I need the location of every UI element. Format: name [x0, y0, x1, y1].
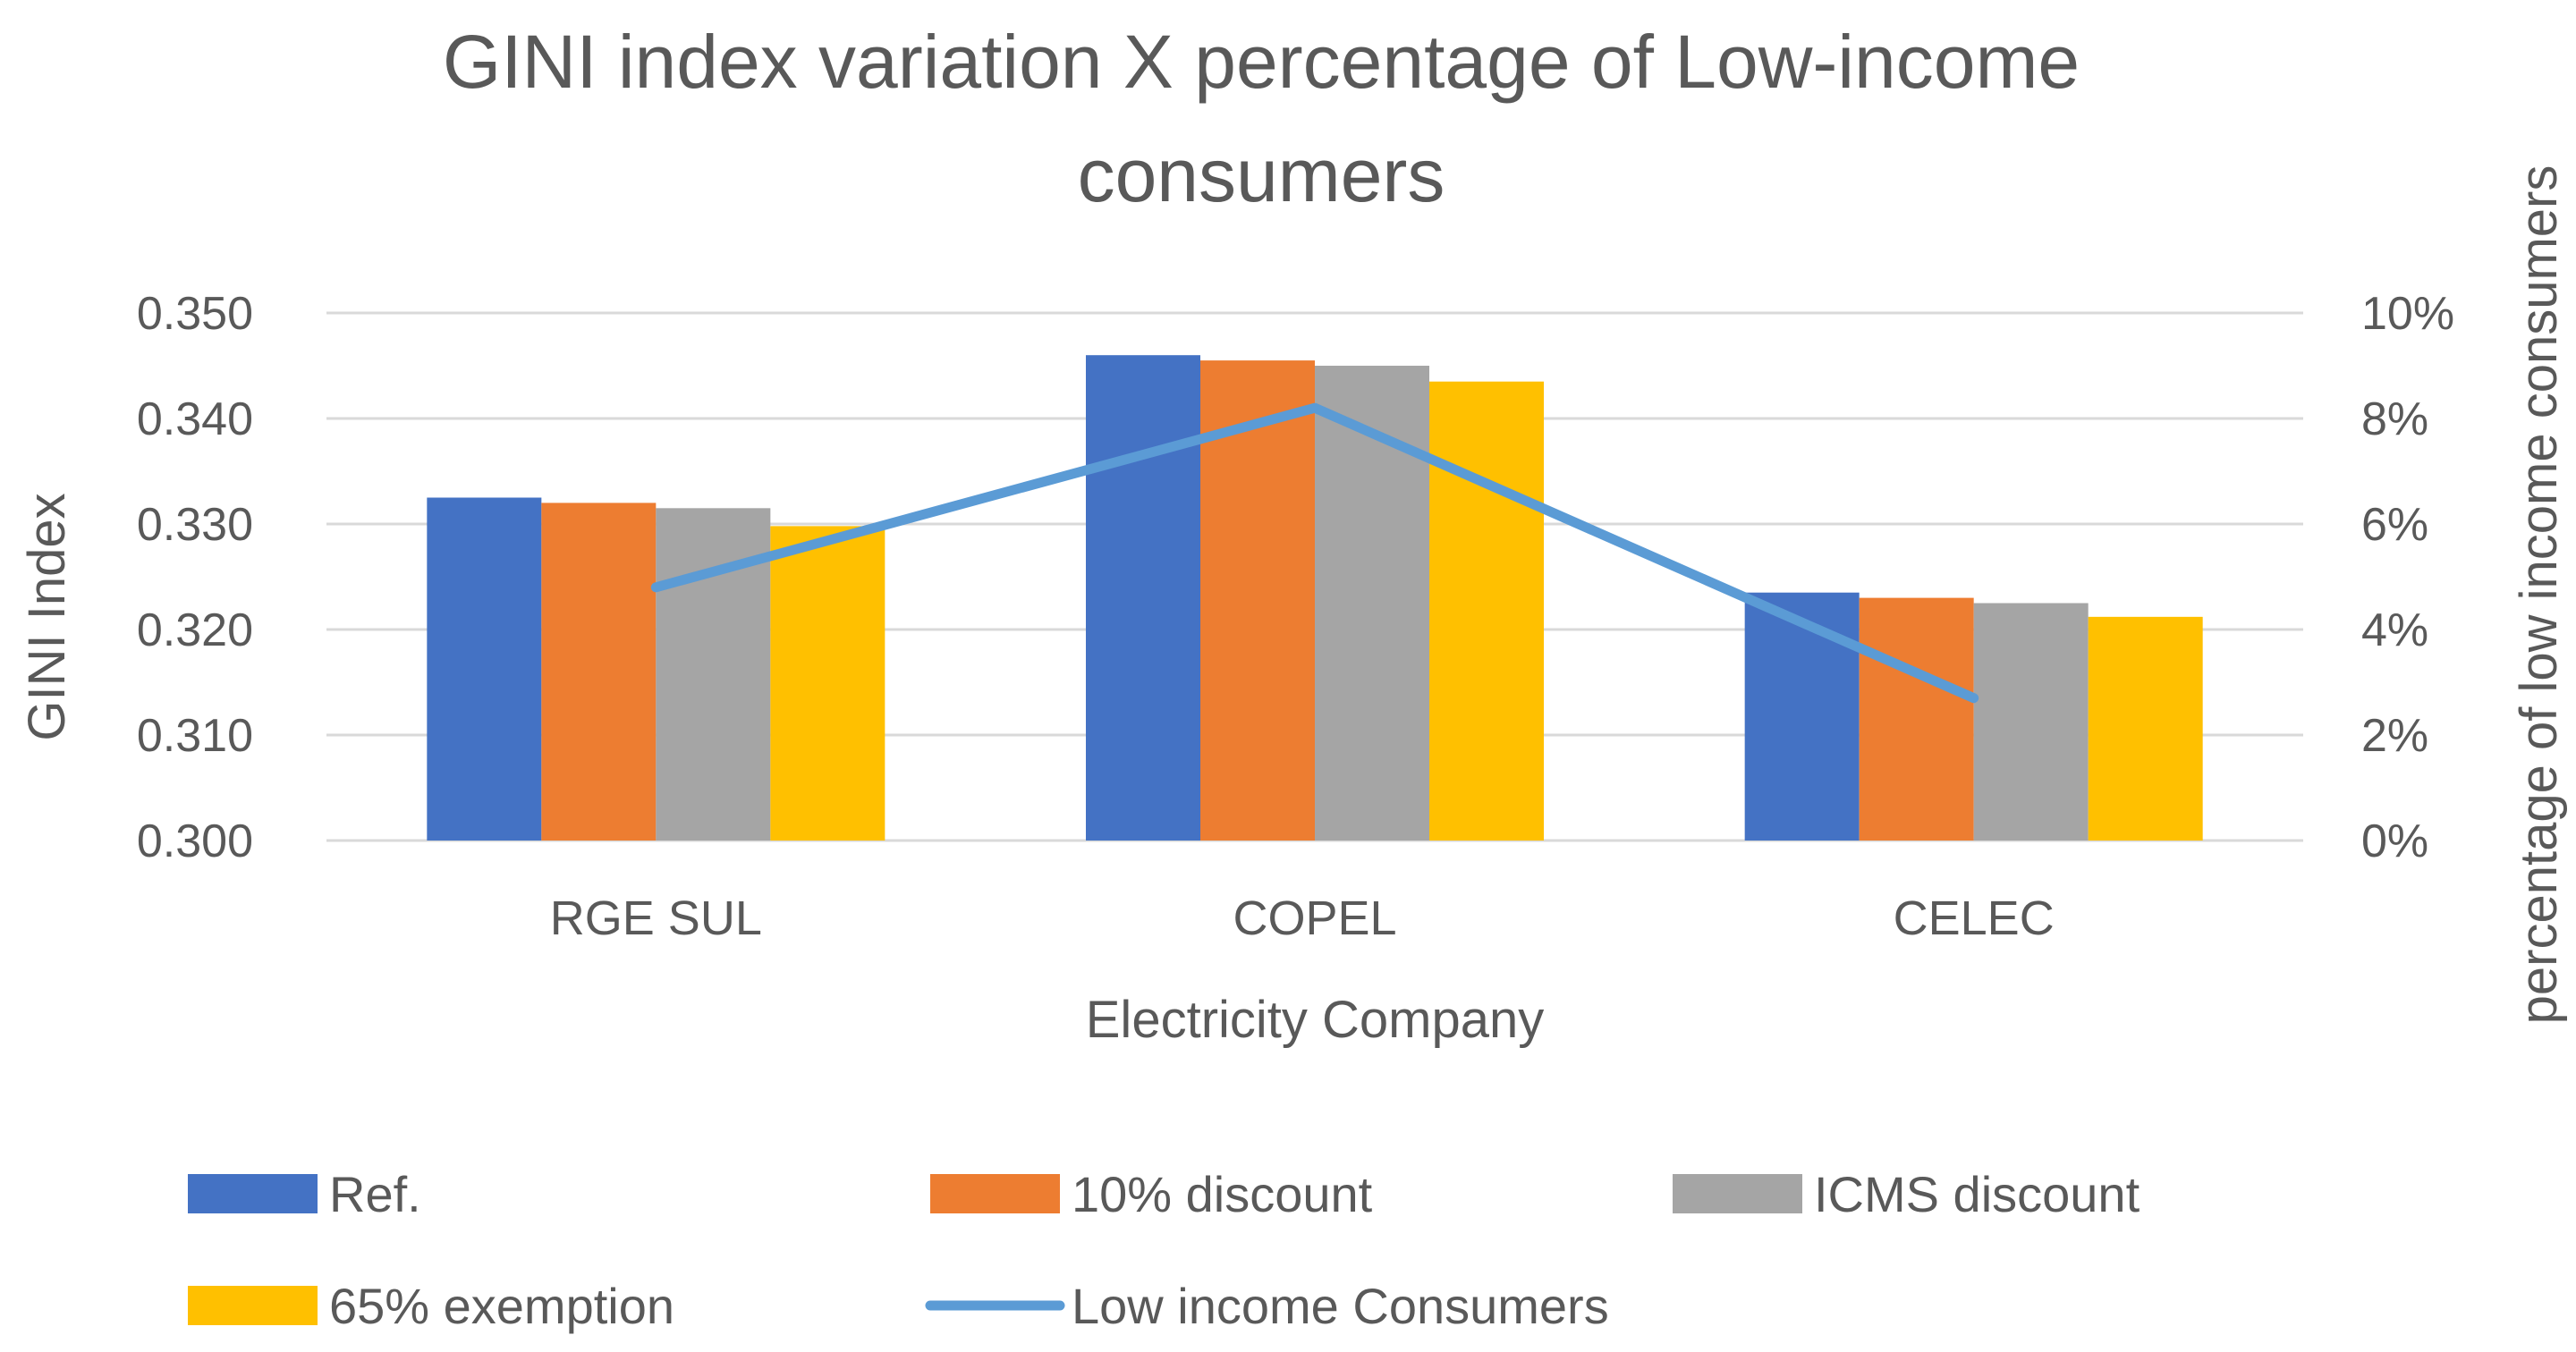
legend-label: 10% discount — [1072, 1166, 1373, 1222]
legend-label: Low income Consumers — [1072, 1278, 1609, 1334]
legend-label: 65% exemption — [329, 1278, 674, 1334]
y-tick-label: 0.340 — [137, 393, 253, 445]
legend-swatch — [1673, 1174, 1802, 1213]
y2-tick-label: 6% — [2361, 499, 2428, 551]
y2-tick-label: 10% — [2361, 288, 2454, 340]
bar — [1429, 381, 1544, 841]
x-axis-title: Electricity Company — [1086, 991, 1544, 1049]
bar — [427, 497, 542, 841]
y-tick-label: 0.300 — [137, 815, 253, 867]
y-axis-ticks: 0.300 0.310 0.320 0.330 0.340 0.350 — [137, 288, 253, 867]
legend: Ref. 10% discount ICMS discount 65% exempt… — [188, 1166, 2140, 1334]
legend-label: ICMS discount — [1814, 1166, 2140, 1222]
y2-tick-label: 4% — [2361, 604, 2428, 656]
category-label: COPEL — [1233, 891, 1396, 945]
y-tick-label: 0.320 — [137, 604, 253, 656]
bar — [1859, 597, 1974, 841]
y2-tick-label: 0% — [2361, 815, 2428, 867]
bar — [541, 503, 657, 841]
y2-axis-ticks: 0% 2% 4% 6% 8% 10% — [2361, 288, 2454, 867]
line-series — [650, 402, 1979, 704]
legend-label: Ref. — [329, 1166, 421, 1222]
chart-title: GINI index variation X percentage of Low… — [443, 20, 2080, 217]
chart-title-line-1: GINI index variation X percentage of Low… — [443, 20, 2080, 104]
y-tick-label: 0.330 — [137, 499, 253, 551]
bar — [2088, 616, 2203, 841]
y-axis-title: GINI Index — [18, 493, 76, 740]
bar — [770, 526, 886, 841]
y2-axis-title: percentage of low income consumers — [2510, 165, 2568, 1025]
y-tick-label: 0.350 — [137, 288, 253, 340]
legend-swatch — [930, 1174, 1060, 1213]
legend-swatch — [188, 1174, 318, 1213]
series-line — [650, 402, 1979, 704]
x-axis-categories: RGE SUL COPEL CELEC — [550, 891, 2055, 945]
bar — [1973, 603, 2089, 841]
bar — [1200, 360, 1315, 841]
y-tick-label: 0.310 — [137, 710, 253, 762]
category-label: RGE SUL — [550, 891, 762, 945]
y2-tick-label: 8% — [2361, 393, 2428, 445]
chart-title-line-2: consumers — [1078, 133, 1445, 217]
y2-tick-label: 2% — [2361, 710, 2428, 762]
legend-swatch — [188, 1286, 318, 1325]
bars — [427, 355, 2203, 841]
bar — [1086, 355, 1200, 841]
category-label: CELEC — [1894, 891, 2055, 945]
bar — [1744, 592, 1860, 841]
